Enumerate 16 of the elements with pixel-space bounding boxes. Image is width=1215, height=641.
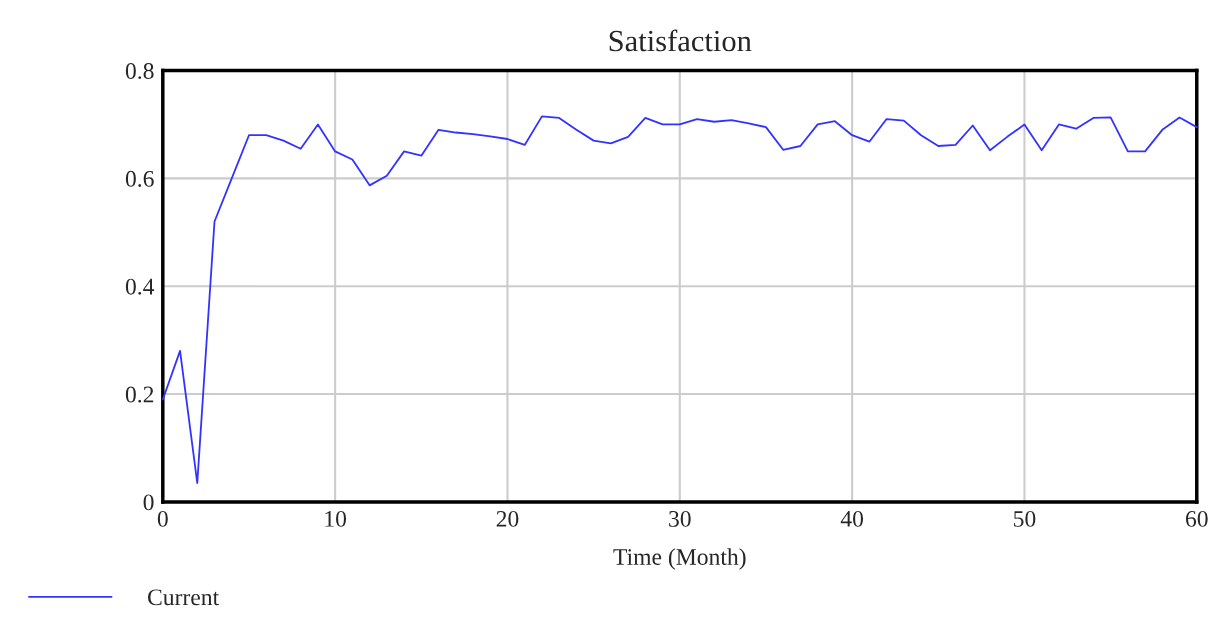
y-tick-label: 0.6 <box>125 170 154 187</box>
y-tick-label: 0.8 <box>125 63 154 80</box>
y-tick-label: 0 <box>143 494 154 511</box>
x-tick-label: 10 <box>325 510 347 527</box>
x-tick-label: 60 <box>1185 510 1208 527</box>
line-series <box>161 115 1198 484</box>
x-tick-label: 0 <box>157 510 168 527</box>
x-axis-title: Time (Month) <box>613 548 746 570</box>
x-tick-label: 40 <box>840 510 864 527</box>
x-tick-label: 50 <box>1014 510 1036 527</box>
y-tick-label: 0.2 <box>125 386 154 403</box>
legend-label: Current <box>147 589 220 606</box>
x-tick-label: 20 <box>496 510 519 527</box>
chart-title: Satisfaction <box>609 29 752 52</box>
y-tick-label: 0.4 <box>125 278 155 295</box>
x-tick-label: 30 <box>669 510 691 527</box>
